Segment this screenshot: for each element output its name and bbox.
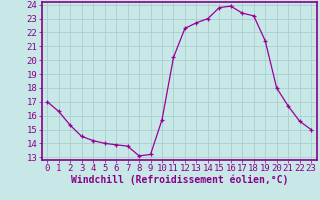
X-axis label: Windchill (Refroidissement éolien,°C): Windchill (Refroidissement éolien,°C) <box>70 175 288 185</box>
